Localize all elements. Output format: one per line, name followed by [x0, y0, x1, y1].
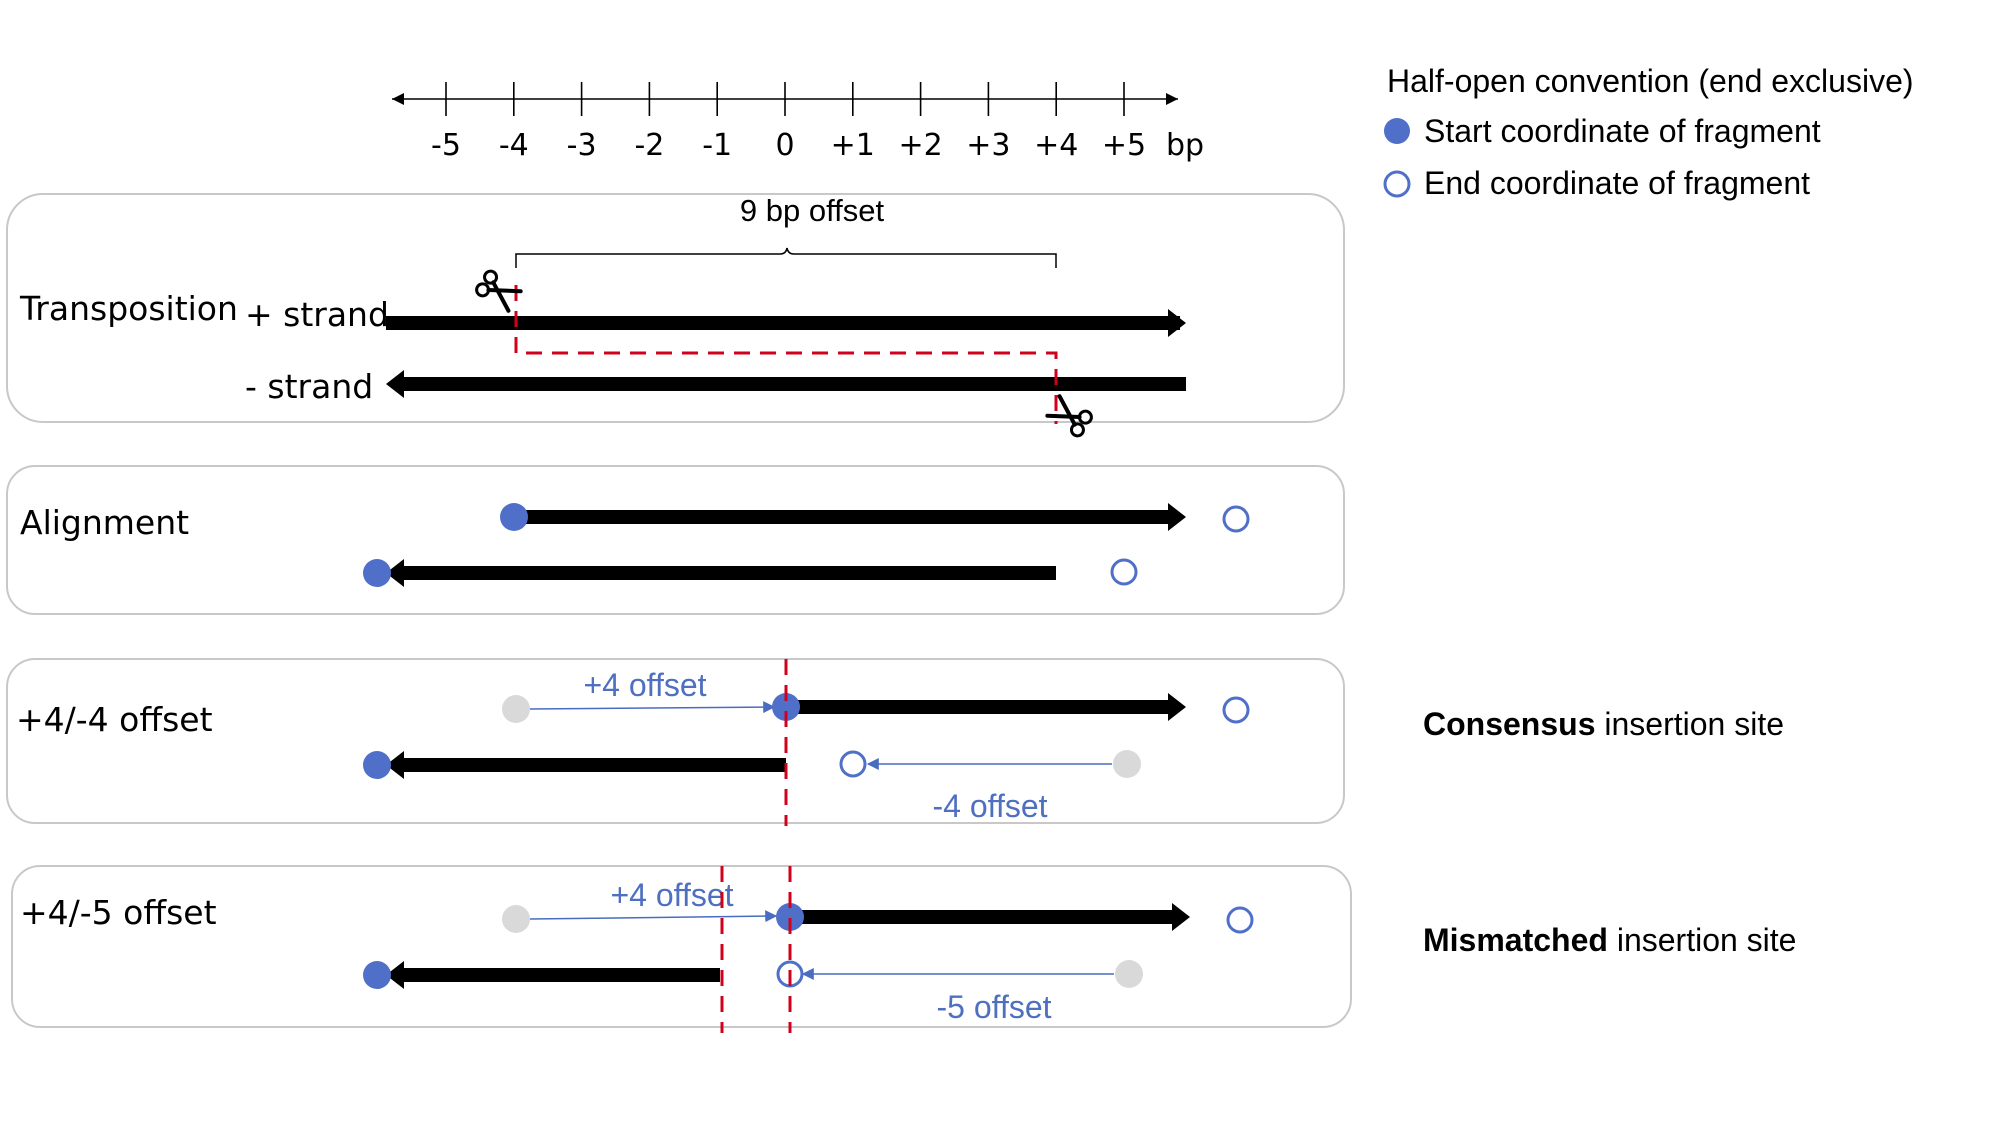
start-marker: [363, 559, 391, 587]
offset-brace-label: 9 bp offset: [740, 193, 885, 228]
panel-offset-44: +4/-4 offset +4 offset -4 offset: [6, 658, 1345, 826]
staggered-cut-path: [514, 285, 1058, 424]
minus-strand-label: - strand: [245, 367, 373, 406]
axis-tick-label: 0: [775, 128, 794, 163]
panel-offset-45: +4/-5 offset +4 offset -5 offset: [11, 865, 1352, 1033]
plus-strand-label: + strand: [245, 295, 389, 334]
legend-start-label: Start coordinate of fragment: [1424, 113, 1821, 149]
axis-tick-label: +5: [1102, 128, 1146, 163]
axis-tick-label: +1: [831, 128, 875, 163]
axis-tick-label: -4: [499, 128, 529, 163]
original-end-ghost: [1115, 960, 1143, 988]
consensus-rest: insertion site: [1595, 706, 1784, 742]
minus-strand-arrowhead: [386, 370, 404, 398]
offset-brace: [515, 247, 1057, 268]
axis-right-arrow: [1166, 93, 1178, 105]
axis-unit-label: bp: [1166, 128, 1204, 163]
start-marker: [772, 693, 800, 721]
plus-offset-arrow: [529, 910, 778, 923]
panel-alignment: Alignment: [6, 465, 1345, 615]
end-marker: [1222, 696, 1250, 724]
end-marker: [839, 750, 867, 778]
minus-read-arrowhead: [386, 751, 404, 779]
plus-read-arrowhead: [1172, 903, 1190, 931]
consensus-site-label: Consensus insertion site: [1423, 706, 1784, 742]
panel-title: Alignment: [20, 503, 189, 542]
axis-tick-label: -1: [702, 128, 732, 163]
mismatched-rest: insertion site: [1608, 922, 1797, 958]
coordinate-axis: -5 -4 -3 -2 -1 0 +1 +2 +3 +4 +5 bp: [392, 82, 1204, 163]
plus-read-arrowhead: [1168, 503, 1186, 531]
axis-tick-label: -3: [567, 128, 597, 163]
plus-read-arrowhead: [1168, 693, 1186, 721]
panel-title: Transposition: [19, 289, 238, 328]
minus-read-arrowhead: [386, 559, 404, 587]
plus-offset-label: +4 offset: [610, 877, 733, 913]
plus-offset-label: +4 offset: [583, 667, 706, 703]
start-marker: [776, 903, 804, 931]
original-end-ghost: [1113, 750, 1141, 778]
panel-title: +4/-5 offset: [20, 893, 217, 932]
mismatched-bold: Mismatched: [1423, 922, 1608, 958]
minus-read-arrowhead: [386, 961, 404, 989]
panel-offset-45-frame: [11, 865, 1352, 1028]
axis-tick-label: +3: [966, 128, 1010, 163]
panel-transposition-frame: [6, 193, 1345, 423]
original-start-ghost: [502, 905, 530, 933]
legend-start-marker: [1384, 118, 1410, 144]
end-marker: [1110, 558, 1138, 586]
axis-tick-label: +2: [898, 128, 942, 163]
original-start-ghost: [502, 695, 530, 723]
plus-offset-arrow: [529, 701, 776, 714]
start-marker: [363, 961, 391, 989]
panel-transposition: Transposition + strand - strand 9 bp off…: [6, 193, 1345, 441]
panel-alignment-frame: [6, 465, 1345, 615]
mismatched-site-label: Mismatched insertion site: [1423, 922, 1796, 958]
start-marker: [500, 503, 528, 531]
legend-end-label: End coordinate of fragment: [1424, 165, 1810, 201]
axis-tick-label: -5: [431, 128, 461, 163]
plus-strand-arrowhead: [1168, 309, 1186, 337]
legend-title: Half-open convention (end exclusive): [1387, 63, 1914, 99]
legend: Half-open convention (end exclusive) Sta…: [1383, 63, 1914, 201]
minus-offset-label: -4 offset: [932, 788, 1047, 824]
start-marker: [363, 751, 391, 779]
end-marker: [1222, 505, 1250, 533]
end-marker: [1226, 906, 1254, 934]
axis-tick-label: -2: [634, 128, 664, 163]
axis-tick-label: +4: [1034, 128, 1078, 163]
legend-end-marker: [1383, 170, 1411, 198]
panel-title: +4/-4 offset: [16, 700, 213, 739]
axis-left-arrow: [392, 93, 404, 105]
minus-offset-label: -5 offset: [936, 989, 1051, 1025]
consensus-bold: Consensus: [1423, 706, 1595, 742]
